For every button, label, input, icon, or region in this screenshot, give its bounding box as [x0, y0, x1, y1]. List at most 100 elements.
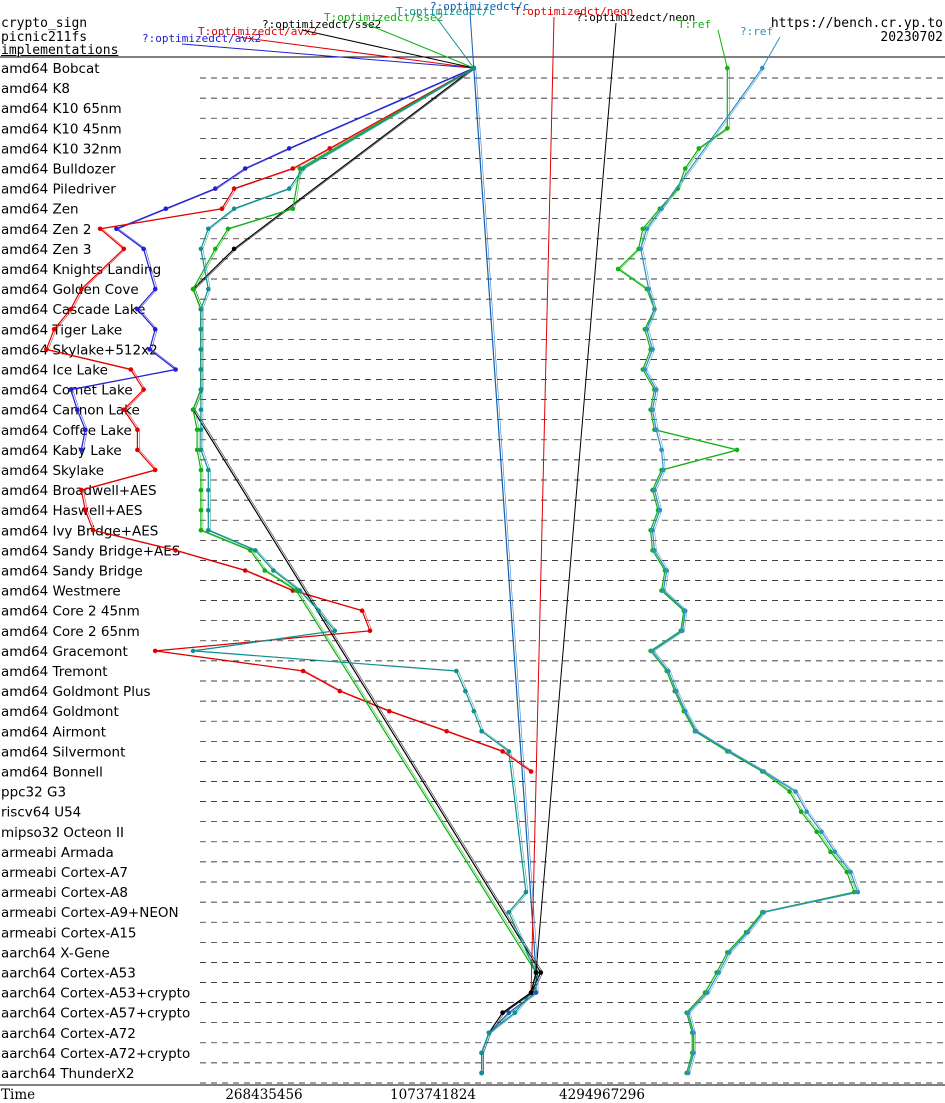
series-point: [745, 930, 751, 935]
series-point: [152, 327, 158, 332]
series-point: [190, 286, 196, 292]
series-point: [297, 588, 303, 593]
series-leader-line: [535, 22, 617, 973]
series-point: [528, 769, 534, 774]
series-point: [68, 306, 73, 312]
row-label: amd64 Skylake+512x2: [1, 342, 158, 358]
row-label: amd64 Comet Lake: [1, 383, 133, 399]
row-label: amd64 Silvermont: [1, 744, 125, 760]
series-point: [716, 970, 722, 975]
series-point: [271, 568, 276, 573]
series-point: [231, 246, 237, 252]
series-point: [652, 548, 657, 553]
series-point: [638, 246, 643, 252]
row-label: amd64 Piledriver: [1, 182, 116, 198]
series-point: [198, 367, 204, 372]
series-point: [793, 789, 798, 794]
row-label: amd64 Core 2 45nm: [1, 604, 140, 620]
series-point: [332, 628, 338, 634]
series-label: T:optimizedct/c: [396, 5, 495, 18]
series-point: [725, 126, 730, 131]
series-point: [194, 447, 200, 453]
series-point: [83, 507, 88, 513]
series-point: [135, 427, 140, 433]
series-point: [90, 528, 96, 533]
series-point: [173, 548, 178, 553]
series-point: [650, 528, 655, 533]
series-point: [198, 427, 204, 433]
row-label: amd64 Tiger Lake: [1, 322, 122, 338]
series-label: T:optimizedct/neon: [514, 5, 633, 18]
series-label: T:ref: [678, 18, 711, 31]
series-point: [659, 447, 664, 453]
series-point: [163, 206, 169, 211]
series-point: [359, 608, 365, 613]
series-line-shadow: [72, 67, 476, 450]
row-label: armeabi Cortex-A8: [1, 885, 128, 901]
series-leader-line: [237, 36, 474, 69]
series-point: [652, 306, 657, 312]
series-point: [190, 648, 196, 654]
series-point: [506, 1010, 512, 1015]
series-label: ?:ref: [740, 25, 773, 38]
series-point: [51, 327, 57, 332]
series-point: [646, 286, 651, 292]
series-point: [644, 226, 650, 232]
series-point: [798, 809, 804, 814]
series-point: [463, 688, 468, 694]
row-label: aarch64 Cortex-A72+crypto: [1, 1046, 190, 1062]
series-line-shadow: [194, 67, 539, 993]
series-point: [761, 909, 767, 915]
row-label: amd64 Core 2 65nm: [1, 624, 140, 640]
series-leader-line: [363, 22, 474, 69]
series-point: [206, 528, 211, 533]
series-point: [79, 487, 84, 493]
series-point: [696, 146, 702, 151]
series-point: [97, 226, 103, 232]
series-point: [128, 367, 134, 372]
series-point: [832, 849, 838, 855]
header-left-line3: implementations: [1, 43, 119, 58]
series-point: [242, 568, 248, 573]
series-point: [206, 286, 211, 292]
series-point: [367, 628, 373, 634]
series-point: [640, 226, 646, 232]
row-label: amd64 Kaby Lake: [1, 443, 122, 459]
series-point: [242, 166, 248, 171]
row-label: amd64 Haswell+AES: [1, 503, 142, 519]
series-point: [206, 467, 211, 473]
series-point: [141, 387, 146, 392]
series-line-shadow: [195, 67, 539, 1073]
series-point: [262, 568, 268, 573]
x-tick-label: 1073741824: [390, 1087, 476, 1103]
series-point: [479, 729, 484, 734]
series-point: [506, 749, 512, 754]
row-label: amd64 Bobcat: [1, 61, 100, 77]
series-point: [135, 306, 140, 312]
series-point: [506, 909, 512, 915]
row-label: amd64 Zen 3: [1, 242, 91, 258]
series-point: [454, 668, 459, 674]
series-leader-line: [469, 11, 475, 69]
header-right-line1: https://bench.cr.yp.to: [770, 16, 943, 31]
series-point: [828, 849, 833, 855]
series-point: [198, 327, 204, 332]
series-point: [337, 688, 343, 694]
series-point: [680, 628, 685, 634]
series-point: [194, 427, 200, 433]
series-point: [661, 588, 666, 593]
series-label: ?:optimizedct/avx2: [142, 32, 261, 45]
series-point: [198, 407, 204, 413]
series-point: [74, 407, 80, 413]
series-point: [297, 166, 303, 171]
row-label: amd64 Tremont: [1, 664, 108, 680]
series-point: [682, 708, 688, 714]
series-point: [44, 347, 49, 352]
series-point: [316, 608, 321, 613]
row-label: amd64 Coffee Lake: [1, 423, 132, 439]
series-point: [231, 206, 237, 211]
series-point: [114, 226, 119, 232]
series-point: [198, 347, 204, 352]
row-label: amd64 Airmont: [1, 724, 106, 740]
